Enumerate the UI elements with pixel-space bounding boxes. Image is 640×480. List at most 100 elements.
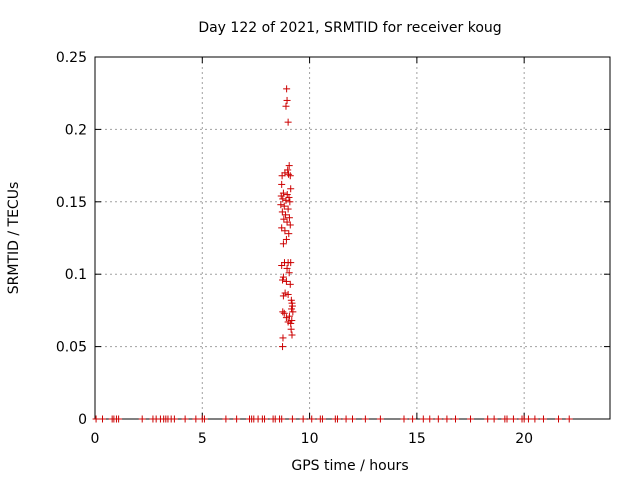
data-point bbox=[443, 415, 451, 423]
data-point bbox=[285, 230, 293, 238]
y-tick-label: 0.25 bbox=[56, 50, 87, 66]
data-point bbox=[280, 215, 288, 223]
data-point bbox=[308, 415, 316, 423]
data-point bbox=[484, 415, 492, 423]
x-tick-label: 10 bbox=[301, 431, 319, 447]
data-point bbox=[279, 276, 287, 284]
data-point bbox=[318, 415, 326, 423]
data-point bbox=[278, 262, 286, 270]
data-point bbox=[288, 305, 296, 313]
chart-title: Day 122 of 2021, SRMTID for receiver kou… bbox=[198, 20, 501, 36]
data-point bbox=[282, 211, 290, 219]
data-point bbox=[286, 198, 294, 206]
data-point bbox=[170, 415, 178, 423]
axis-ticks: 0 0.05 0.1 0.15 0.2 0.25 0 5 10 15 20 bbox=[56, 50, 610, 447]
data-point bbox=[288, 317, 296, 325]
data-point bbox=[283, 96, 291, 104]
data-point bbox=[115, 415, 123, 423]
data-point bbox=[281, 289, 289, 297]
data-point bbox=[288, 415, 296, 423]
data-point bbox=[279, 343, 287, 351]
x-tick-label: 5 bbox=[198, 431, 207, 447]
data-point bbox=[285, 170, 293, 178]
data-point bbox=[222, 415, 230, 423]
data-point bbox=[279, 308, 287, 316]
data-point bbox=[285, 312, 293, 320]
data-point bbox=[400, 415, 408, 423]
x-tick-label: 0 bbox=[91, 431, 100, 447]
data-point bbox=[278, 415, 286, 423]
data-point bbox=[284, 118, 292, 126]
data-point bbox=[278, 172, 286, 180]
data-point bbox=[524, 415, 532, 423]
grid bbox=[95, 57, 610, 419]
data-point bbox=[92, 415, 100, 423]
data-point bbox=[277, 201, 285, 209]
data-point bbox=[281, 227, 289, 235]
data-point bbox=[285, 193, 293, 201]
data-point bbox=[282, 314, 290, 322]
data-point bbox=[279, 334, 287, 342]
data-point bbox=[288, 331, 296, 339]
data-point bbox=[261, 415, 269, 423]
data-point bbox=[539, 415, 547, 423]
data-point bbox=[286, 280, 294, 288]
data-point bbox=[279, 195, 287, 203]
y-axis-label: SRMTID / TECUs bbox=[6, 182, 22, 295]
data-point bbox=[452, 415, 459, 423]
data-point bbox=[277, 192, 285, 200]
data-point bbox=[280, 309, 288, 317]
data-point bbox=[434, 415, 442, 423]
data-point bbox=[282, 196, 290, 204]
data-point bbox=[287, 259, 295, 267]
data-point bbox=[282, 277, 290, 285]
data-point bbox=[287, 185, 295, 193]
data-point bbox=[286, 221, 294, 229]
data-point bbox=[555, 415, 562, 423]
data-point bbox=[426, 415, 434, 423]
data-point bbox=[286, 172, 294, 180]
data-point bbox=[284, 205, 292, 213]
data-point bbox=[138, 415, 146, 423]
y-tick-label: 0.15 bbox=[56, 195, 87, 211]
data-point bbox=[342, 415, 350, 423]
data-point bbox=[287, 325, 295, 333]
data-point bbox=[283, 264, 291, 272]
data-points bbox=[92, 85, 573, 423]
data-point bbox=[509, 415, 517, 423]
data-point bbox=[192, 415, 200, 423]
data-point bbox=[278, 208, 286, 216]
data-point bbox=[333, 415, 341, 423]
data-point bbox=[285, 214, 293, 222]
data-point bbox=[376, 415, 384, 423]
data-point bbox=[503, 415, 511, 423]
data-point bbox=[287, 296, 295, 304]
data-point bbox=[490, 415, 498, 423]
x-axis-label: GPS time / hours bbox=[291, 458, 408, 474]
y-tick-label: 0.05 bbox=[56, 340, 87, 356]
data-point bbox=[283, 85, 291, 93]
data-point bbox=[280, 202, 288, 210]
data-point bbox=[565, 415, 573, 423]
data-point bbox=[279, 292, 287, 300]
data-point bbox=[278, 180, 286, 188]
data-point bbox=[409, 415, 417, 423]
y-tick-label: 0.2 bbox=[65, 122, 87, 138]
data-point bbox=[284, 290, 292, 298]
y-tick-label: 0.1 bbox=[65, 267, 87, 283]
data-point bbox=[531, 415, 539, 423]
data-point bbox=[285, 269, 293, 277]
data-point bbox=[279, 273, 287, 281]
data-point bbox=[282, 235, 290, 243]
x-tick-label: 15 bbox=[408, 431, 426, 447]
data-point bbox=[279, 240, 287, 248]
data-point bbox=[99, 415, 107, 423]
data-point bbox=[282, 102, 290, 110]
data-point bbox=[361, 415, 369, 423]
data-point bbox=[233, 415, 241, 423]
data-point bbox=[181, 415, 189, 423]
data-point bbox=[283, 191, 291, 199]
y-tick-label: 0 bbox=[78, 412, 87, 428]
data-point bbox=[283, 218, 291, 226]
